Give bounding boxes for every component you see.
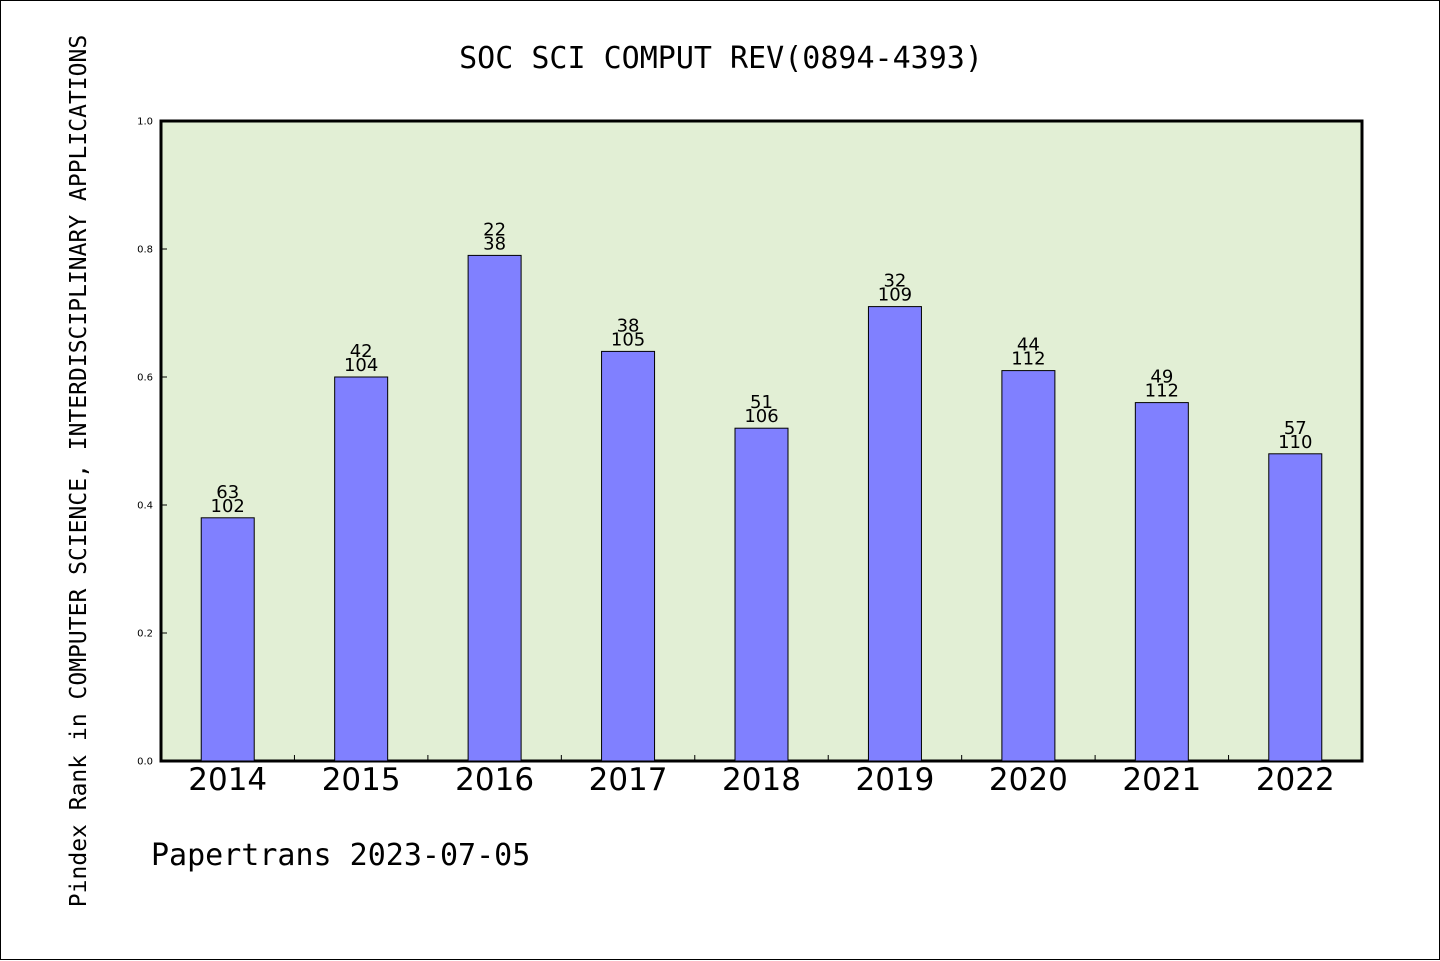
bar-total-label: 105 <box>611 329 645 350</box>
y-tick-label: 1.0 <box>137 117 153 128</box>
bar-total-label: 102 <box>211 496 245 517</box>
bar <box>467 254 522 762</box>
bar <box>1001 370 1056 762</box>
bar-rank-label: 22 <box>483 219 506 240</box>
x-tick-label: 2016 <box>455 762 534 798</box>
y-axis: 0.0 0.2 0.4 0.6 0.8 1.0 <box>137 117 167 768</box>
y-tick-label: 0.6 <box>137 373 153 384</box>
y-tick-label: 0.2 <box>137 629 153 640</box>
bar-rank-label: 49 <box>1150 367 1173 388</box>
bar-labels: 6310242104223838105511063210944112491125… <box>211 219 1313 516</box>
x-tick-label: 2017 <box>589 762 668 798</box>
bar-total-label: 112 <box>1145 381 1179 402</box>
bar-series <box>200 254 1323 762</box>
bar-total-label: 110 <box>1278 432 1312 453</box>
x-tick-label: 2021 <box>1122 762 1201 798</box>
bar-total-label: 38 <box>483 233 506 254</box>
y-tick-label: 0.0 <box>137 757 153 768</box>
bar-rank-label: 57 <box>1284 418 1307 439</box>
bar-rank-label: 51 <box>750 392 773 413</box>
footer-credit: Papertrans 2023-07-05 <box>151 838 530 873</box>
bar-total-label: 106 <box>744 406 778 427</box>
x-axis: 2014 2015 2016 2017 2018 2019 2020 2021 2022 <box>188 755 1335 798</box>
bar-rank-label: 32 <box>883 271 906 292</box>
x-tick-label: 2014 <box>188 762 267 798</box>
bar <box>1134 402 1189 762</box>
bar <box>867 306 922 762</box>
chart-title: SOC SCI COMPUT REV(0894-4393) <box>459 41 983 76</box>
x-tick-label: 2019 <box>855 762 934 798</box>
bar <box>334 376 389 762</box>
y-tick-label: 0.4 <box>137 501 153 512</box>
bar-rank-label: 38 <box>617 315 640 336</box>
bar-total-label: 112 <box>1011 349 1045 370</box>
x-tick-label: 2020 <box>989 762 1068 798</box>
bar-rank-label: 42 <box>350 341 373 362</box>
bar-total-label: 109 <box>878 285 912 306</box>
x-tick-label: 2022 <box>1256 762 1335 798</box>
y-axis-label: Pindex Rank in COMPUTER SCIENCE, INTERDI… <box>66 35 92 907</box>
bar-rank-label: 63 <box>216 482 239 503</box>
bar-total-label: 104 <box>344 355 378 376</box>
bar <box>734 427 789 762</box>
bar <box>200 517 255 762</box>
x-tick-label: 2018 <box>722 762 801 798</box>
y-tick-label: 0.8 <box>137 245 153 256</box>
bar-rank-label: 44 <box>1017 335 1040 356</box>
x-tick-label: 2015 <box>322 762 401 798</box>
bar <box>601 350 656 762</box>
bar <box>1268 453 1323 762</box>
